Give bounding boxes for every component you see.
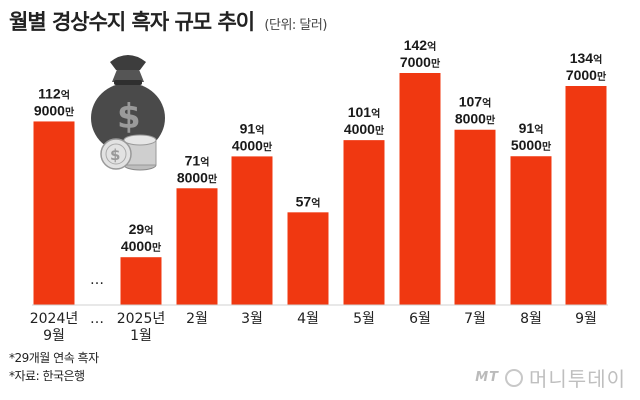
- value-label-line1: 107억: [459, 94, 492, 110]
- bars-layer: [33, 73, 607, 306]
- bar: [454, 129, 496, 305]
- value-label-line2: 8000만: [177, 169, 218, 185]
- value-label-line1: 57억: [296, 193, 321, 209]
- brand-ring-icon: [505, 368, 523, 387]
- footnote-source: *자료: 한국은행: [9, 369, 85, 383]
- x-tick-label: 2025년: [117, 311, 166, 327]
- x-tick-label: 7월: [464, 311, 486, 327]
- x-tick-label: …: [90, 311, 104, 327]
- bar: [120, 257, 162, 305]
- brand-name: 머니투데이: [529, 367, 626, 391]
- footnote-streak: *29개월 연속 흑자: [9, 351, 99, 365]
- chart-title: 월별 경상수지 흑자 규모 추이 (단위: 달러): [9, 6, 327, 36]
- value-label-line1: 134억: [570, 50, 603, 66]
- value-label-line2: 7000만: [400, 54, 441, 70]
- bar: [510, 156, 552, 305]
- brand-watermark: MT 머니투데이: [475, 363, 626, 392]
- bar: [33, 121, 75, 306]
- chart-title-text: 월별 경상수지 흑자 규모 추이: [9, 10, 255, 34]
- value-label-line2: 9000만: [34, 102, 75, 118]
- money-bag-coins-icon: $ $: [91, 55, 165, 171]
- bar: [343, 140, 385, 305]
- x-tick-label: 8월: [520, 311, 542, 327]
- value-label-line2: 4000만: [232, 137, 273, 153]
- x-tick-label: 9월: [575, 311, 597, 327]
- value-label-line2: 8000만: [455, 111, 496, 127]
- bar: [287, 212, 329, 305]
- value-label-line1: 101억: [348, 104, 381, 120]
- x-tick-label: 6월: [409, 311, 431, 327]
- bar: [176, 188, 218, 305]
- bar: [565, 86, 607, 305]
- value-label-line2: 4000만: [121, 238, 162, 254]
- value-label-line1: 71억: [185, 152, 210, 168]
- brand-mark: MT: [475, 370, 499, 385]
- unit-label: (단위: 달러): [264, 18, 327, 33]
- value-label-line1: 91억: [519, 120, 544, 136]
- value-label-line1: 91억: [240, 120, 265, 136]
- x-tick-label: 4월: [297, 311, 319, 327]
- svg-text:$: $: [117, 97, 141, 137]
- value-label-line1: 142억: [404, 37, 437, 53]
- footnotes: *29개월 연속 흑자 *자료: 한국은행: [9, 349, 99, 385]
- value-label-line2: 4000만: [344, 121, 385, 137]
- x-tick-label: 2024년: [30, 311, 79, 327]
- value-labels-layer: 112억9000만…29억4000만71억8000만91억4000만57억101…: [34, 37, 607, 288]
- value-label-line2: 7000만: [566, 67, 607, 83]
- x-tick-label-line2: 1월: [130, 328, 152, 344]
- bar: [231, 156, 273, 305]
- value-label-line2: 5000만: [511, 137, 552, 153]
- x-tick-label: 3월: [241, 311, 263, 327]
- svg-text:$: $: [110, 146, 120, 164]
- gap-marker: …: [90, 272, 104, 288]
- x-tick-label: 5월: [353, 311, 375, 327]
- value-label-line1: 112억: [38, 85, 70, 101]
- x-tick-label-line2: 9월: [43, 328, 65, 344]
- value-label-line1: 29억: [129, 221, 154, 237]
- bar: [399, 73, 441, 305]
- x-tick-label: 2월: [186, 311, 208, 327]
